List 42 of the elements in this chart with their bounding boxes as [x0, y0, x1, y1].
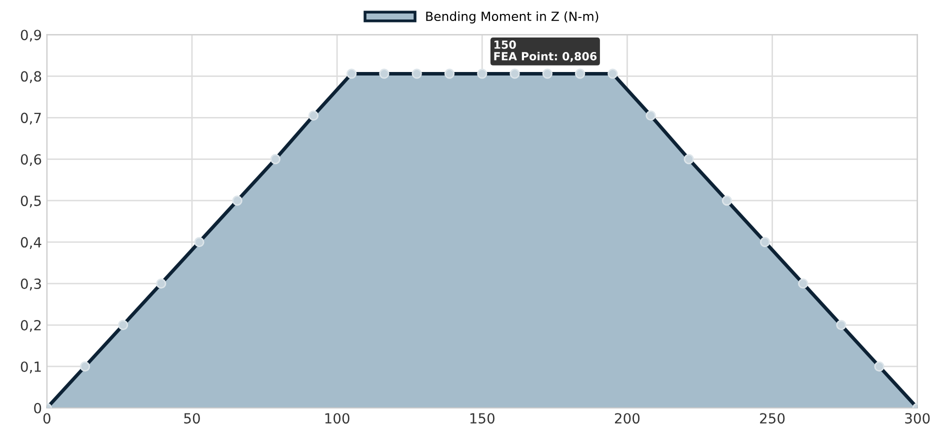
point [379, 68, 390, 79]
point [722, 196, 732, 206]
y-tick-label: 0,8 [20, 71, 42, 84]
point [412, 68, 422, 79]
point [646, 110, 656, 121]
y-tick-label: 0,7 [20, 112, 41, 125]
x-tick-label: 150 [470, 413, 494, 424]
x-tick-label: 300 [905, 413, 930, 424]
point [574, 68, 586, 79]
y-tick-label: 0,6 [20, 154, 42, 166]
point [118, 320, 128, 330]
x-tick-label: 200 [614, 413, 640, 424]
y-tick-label: 0 [34, 402, 42, 414]
point [194, 236, 204, 248]
y-tick-label: 0,9 [20, 30, 42, 42]
annotation: 150 FEA Point: 0,806 [494, 40, 597, 62]
point [346, 68, 357, 79]
point [760, 236, 770, 248]
point [798, 278, 808, 289]
y-tick-label: 0,3 [20, 278, 41, 290]
point [308, 110, 319, 121]
point [608, 68, 618, 79]
y-tick-label: 0,5 [20, 196, 41, 208]
point [80, 361, 90, 372]
point [510, 68, 520, 79]
y-tick-label: 0,1 [20, 361, 41, 374]
x-tick-label: 100 [325, 413, 350, 424]
point [542, 68, 553, 79]
x-tick-label: 250 [760, 413, 785, 424]
x-tick-label: 0 [43, 413, 50, 424]
point [232, 196, 242, 206]
point [684, 154, 694, 164]
x-tick-label: 50 [184, 413, 200, 424]
point [836, 320, 846, 330]
point [156, 278, 166, 289]
point [874, 361, 884, 372]
point [270, 154, 280, 164]
point [444, 68, 455, 79]
y-tick-label: 0,2 [20, 320, 41, 332]
y-tick-label: 0,4 [20, 237, 42, 249]
point [477, 68, 488, 79]
legend-label: Bending Moment in Z (N-m) [426, 11, 598, 24]
